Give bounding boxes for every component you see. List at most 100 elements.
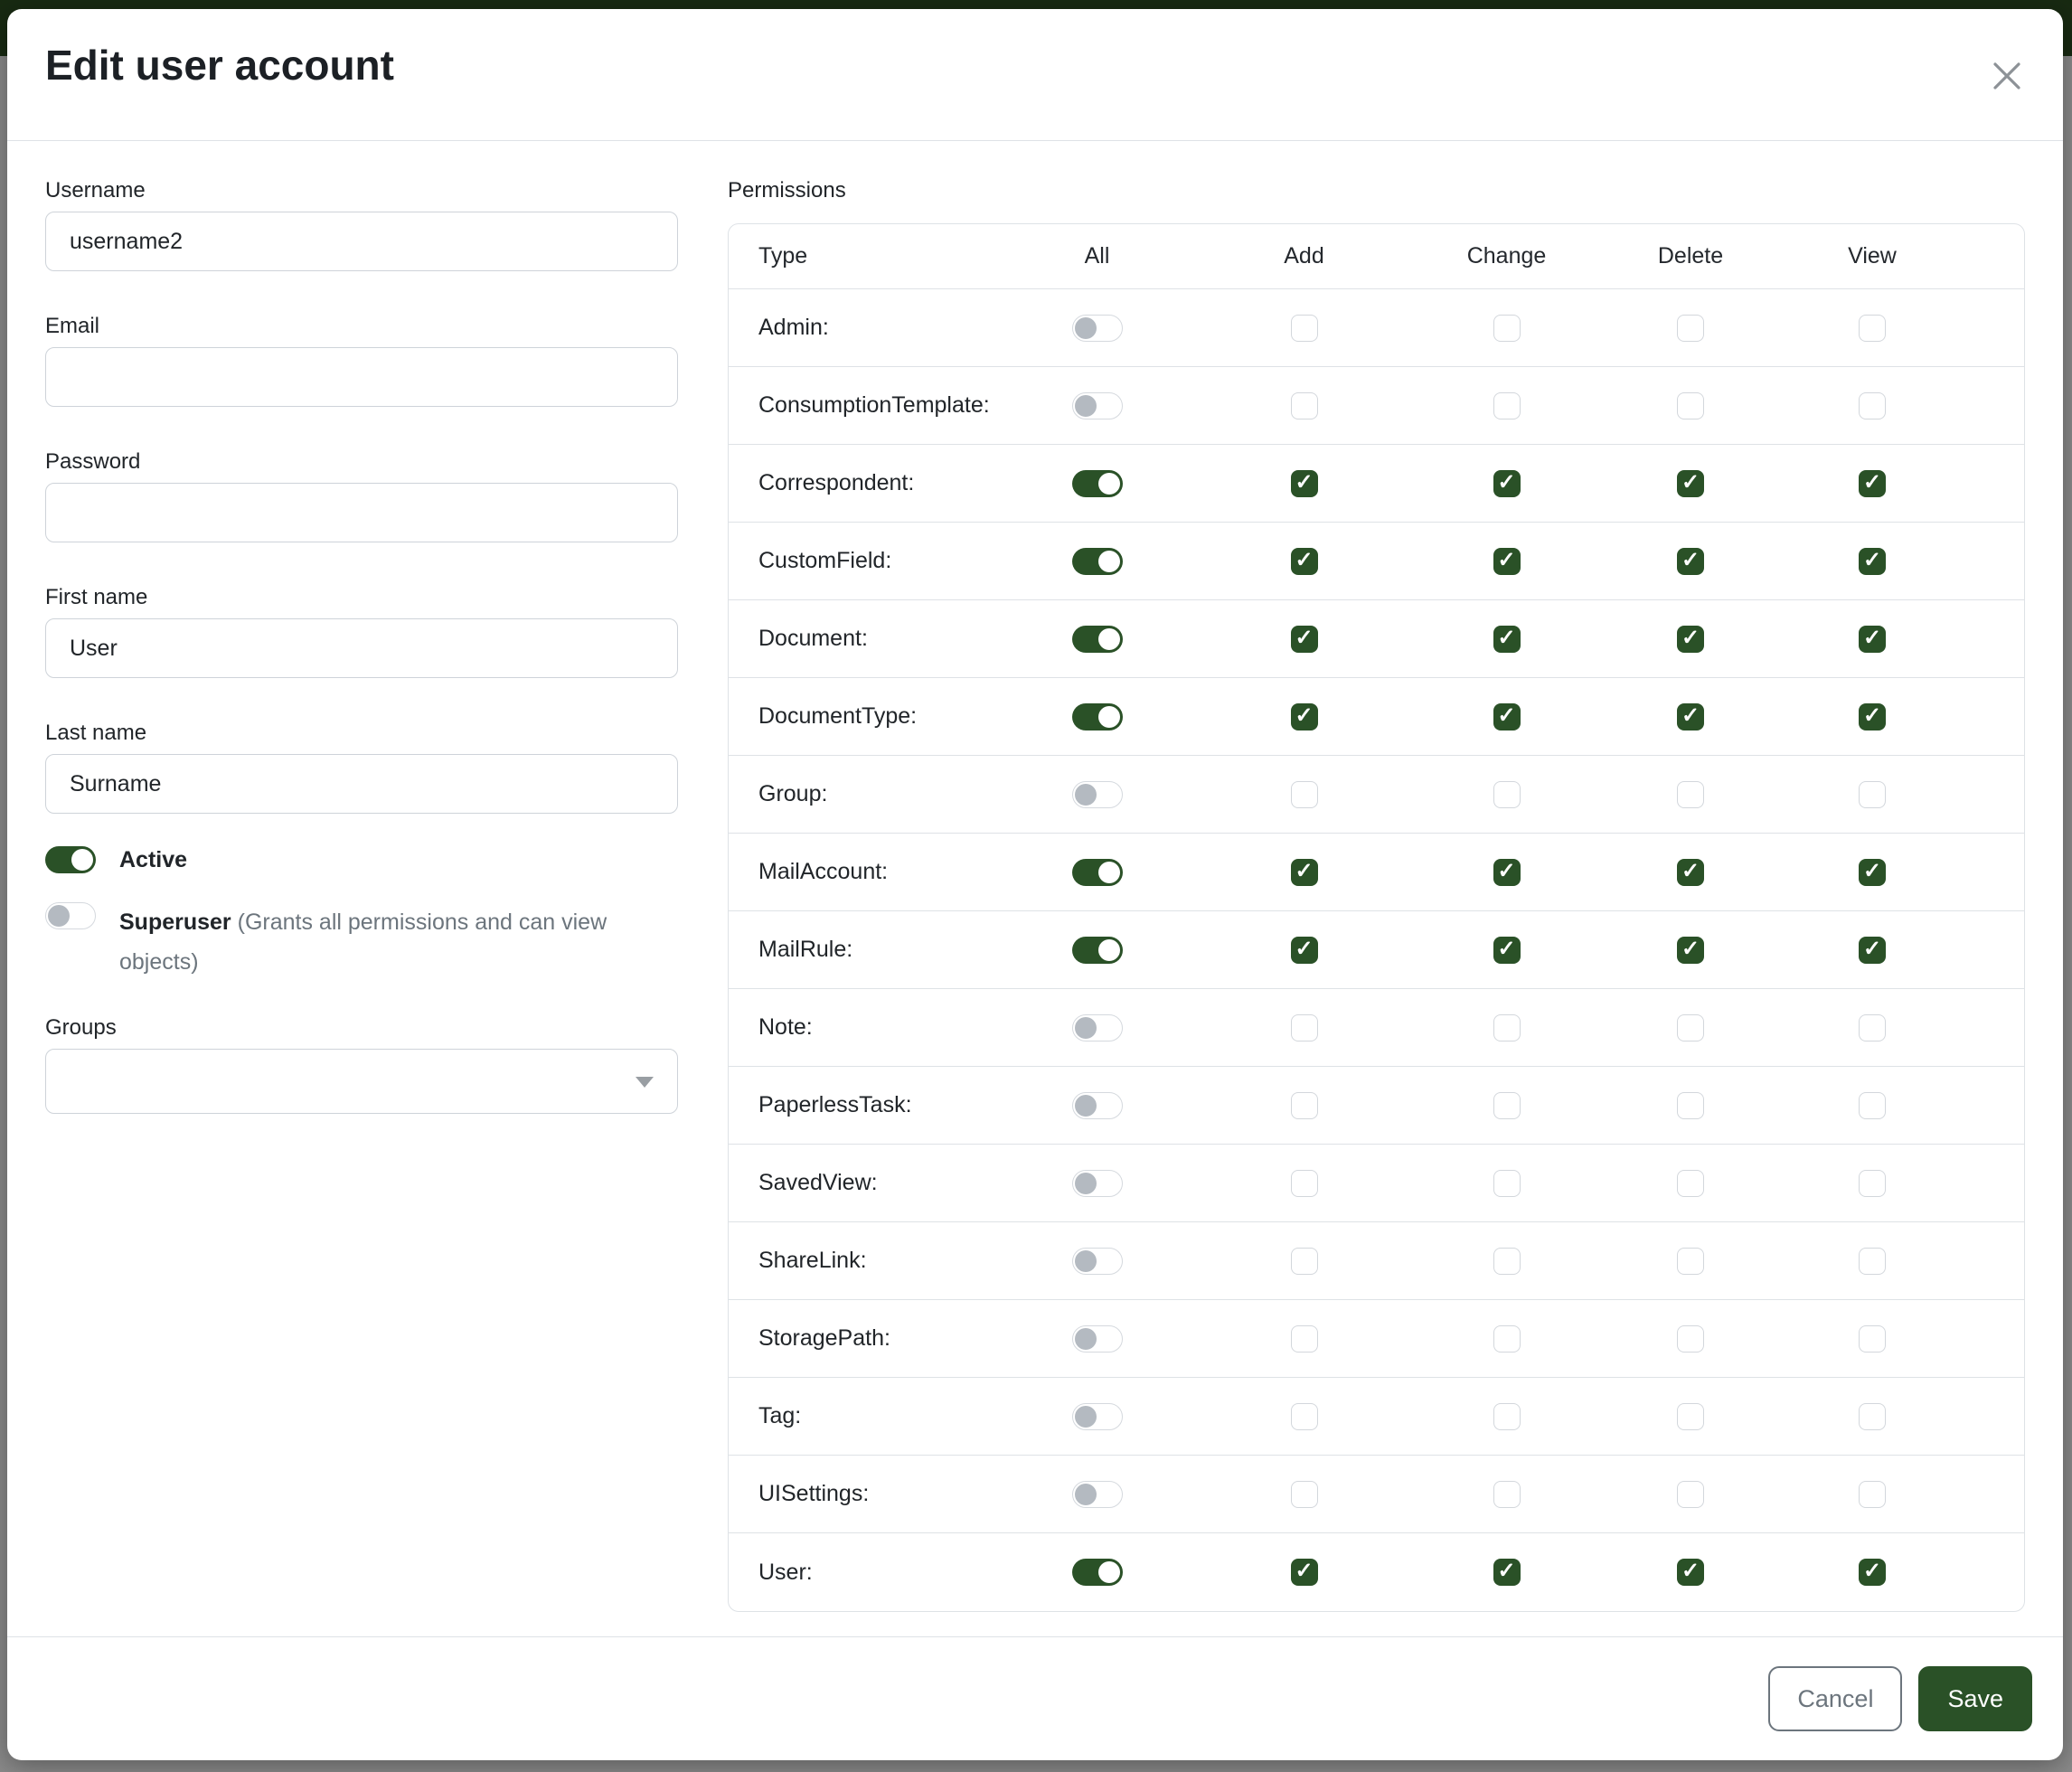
permission-change-checkbox-note[interactable] <box>1493 1013 1521 1042</box>
permission-add-checkbox-storagepath[interactable] <box>1290 1324 1318 1353</box>
username-input[interactable] <box>45 212 678 271</box>
permission-add-checkbox-consumptiontemplate[interactable] <box>1290 391 1318 419</box>
permission-delete-checkbox-paperlesstask[interactable] <box>1677 1091 1704 1119</box>
cancel-button[interactable]: Cancel <box>1768 1666 1903 1731</box>
close-button[interactable] <box>1987 56 2027 96</box>
active-toggle[interactable] <box>45 846 96 873</box>
permission-add-checkbox-documenttype[interactable]: ✓ <box>1290 702 1318 730</box>
permission-view-checkbox-correspondent[interactable]: ✓ <box>1859 469 1886 497</box>
permission-view-checkbox-sharelink[interactable] <box>1859 1247 1886 1275</box>
last-name-input[interactable] <box>45 754 678 814</box>
permission-all-toggle-sharelink[interactable] <box>1071 1247 1123 1275</box>
permission-change-checkbox-savedview[interactable] <box>1493 1169 1521 1197</box>
permission-change-checkbox-consumptiontemplate[interactable] <box>1493 391 1521 419</box>
permission-delete-checkbox-group[interactable] <box>1677 780 1704 808</box>
permission-all-toggle-tag[interactable] <box>1071 1402 1123 1430</box>
permission-view-checkbox-storagepath[interactable] <box>1859 1324 1886 1353</box>
first-name-input[interactable] <box>45 618 678 678</box>
permission-add-checkbox-tag[interactable] <box>1290 1402 1318 1430</box>
permission-change-checkbox-correspondent[interactable]: ✓ <box>1493 469 1521 497</box>
permission-add-checkbox-correspondent[interactable]: ✓ <box>1290 469 1318 497</box>
permission-change-checkbox-documenttype[interactable]: ✓ <box>1493 702 1521 730</box>
permission-all-toggle-user[interactable] <box>1071 1559 1123 1586</box>
permission-view-checkbox-customfield[interactable]: ✓ <box>1859 547 1886 575</box>
permission-change-checkbox-storagepath[interactable] <box>1493 1324 1521 1353</box>
password-input[interactable] <box>45 483 678 542</box>
permission-view-checkbox-note[interactable] <box>1859 1013 1886 1042</box>
permission-change-checkbox-admin[interactable] <box>1493 314 1521 342</box>
permission-delete-checkbox-consumptiontemplate[interactable] <box>1677 391 1704 419</box>
permission-view-checkbox-user[interactable]: ✓ <box>1859 1559 1886 1586</box>
permission-delete-checkbox-documenttype[interactable]: ✓ <box>1677 702 1704 730</box>
permission-delete-checkbox-mailrule[interactable]: ✓ <box>1677 936 1704 964</box>
permission-view-checkbox-mailaccount[interactable]: ✓ <box>1859 858 1886 886</box>
permission-view-checkbox-savedview[interactable] <box>1859 1169 1886 1197</box>
permission-change-checkbox-user[interactable]: ✓ <box>1493 1559 1521 1586</box>
permission-all-toggle-consumptiontemplate[interactable] <box>1071 391 1123 419</box>
groups-select[interactable] <box>45 1049 678 1114</box>
permission-delete-checkbox-correspondent[interactable]: ✓ <box>1677 469 1704 497</box>
permission-add-checkbox-user[interactable]: ✓ <box>1290 1559 1318 1586</box>
permission-add-checkbox-paperlesstask[interactable] <box>1290 1091 1318 1119</box>
permission-view-checkbox-consumptiontemplate[interactable] <box>1859 391 1886 419</box>
permission-view-checkbox-mailrule[interactable]: ✓ <box>1859 936 1886 964</box>
permission-delete-checkbox-savedview[interactable] <box>1677 1169 1704 1197</box>
permission-type-label: MailAccount: <box>758 859 889 884</box>
permission-change-checkbox-tag[interactable] <box>1493 1402 1521 1430</box>
save-button[interactable]: Save <box>1918 1666 2032 1731</box>
permission-delete-checkbox-tag[interactable] <box>1677 1402 1704 1430</box>
permission-all-toggle-paperlesstask[interactable] <box>1071 1091 1123 1119</box>
permission-add-checkbox-group[interactable] <box>1290 780 1318 808</box>
permission-delete-checkbox-user[interactable]: ✓ <box>1677 1559 1704 1586</box>
permission-add-checkbox-mailaccount[interactable]: ✓ <box>1290 858 1318 886</box>
permission-all-toggle-customfield[interactable] <box>1071 547 1123 575</box>
permission-add-checkbox-sharelink[interactable] <box>1290 1247 1318 1275</box>
switch-knob <box>1074 1483 1097 1505</box>
permission-all-toggle-documenttype[interactable] <box>1071 702 1123 730</box>
permission-all-toggle-mailaccount[interactable] <box>1071 858 1123 886</box>
email-input[interactable] <box>45 347 678 407</box>
permission-view-checkbox-documenttype[interactable]: ✓ <box>1859 702 1886 730</box>
permission-change-checkbox-group[interactable] <box>1493 780 1521 808</box>
permission-add-checkbox-customfield[interactable]: ✓ <box>1290 547 1318 575</box>
permission-change-checkbox-paperlesstask[interactable] <box>1493 1091 1521 1119</box>
permission-change-checkbox-uisettings[interactable] <box>1493 1480 1521 1508</box>
permission-all-toggle-note[interactable] <box>1071 1013 1123 1042</box>
switch-knob <box>1074 1172 1097 1194</box>
permission-change-checkbox-mailaccount[interactable]: ✓ <box>1493 858 1521 886</box>
permission-all-toggle-storagepath[interactable] <box>1071 1324 1123 1353</box>
permission-all-toggle-group[interactable] <box>1071 780 1123 808</box>
permission-add-checkbox-document[interactable]: ✓ <box>1290 625 1318 653</box>
permission-change-checkbox-mailrule[interactable]: ✓ <box>1493 936 1521 964</box>
permission-change-checkbox-sharelink[interactable] <box>1493 1247 1521 1275</box>
permission-delete-checkbox-uisettings[interactable] <box>1677 1480 1704 1508</box>
permission-view-checkbox-admin[interactable] <box>1859 314 1886 342</box>
permission-view-checkbox-paperlesstask[interactable] <box>1859 1091 1886 1119</box>
permission-delete-checkbox-mailaccount[interactable]: ✓ <box>1677 858 1704 886</box>
permission-change-checkbox-customfield[interactable]: ✓ <box>1493 547 1521 575</box>
permission-all-toggle-mailrule[interactable] <box>1071 936 1123 964</box>
permission-view-checkbox-uisettings[interactable] <box>1859 1480 1886 1508</box>
permission-all-toggle-correspondent[interactable] <box>1071 469 1123 497</box>
permission-add-checkbox-savedview[interactable] <box>1290 1169 1318 1197</box>
permission-delete-checkbox-customfield[interactable]: ✓ <box>1677 547 1704 575</box>
permission-view-checkbox-tag[interactable] <box>1859 1402 1886 1430</box>
permission-change-checkbox-document[interactable]: ✓ <box>1493 625 1521 653</box>
permission-delete-checkbox-note[interactable] <box>1677 1013 1704 1042</box>
permission-delete-checkbox-document[interactable]: ✓ <box>1677 625 1704 653</box>
permission-all-toggle-savedview[interactable] <box>1071 1169 1123 1197</box>
permission-all-toggle-admin[interactable] <box>1071 314 1123 342</box>
permission-delete-checkbox-admin[interactable] <box>1677 314 1704 342</box>
permission-delete-checkbox-storagepath[interactable] <box>1677 1324 1704 1353</box>
permission-all-toggle-document[interactable] <box>1071 625 1123 653</box>
permission-add-checkbox-note[interactable] <box>1290 1013 1318 1042</box>
permission-view-checkbox-group[interactable] <box>1859 780 1886 808</box>
permission-add-checkbox-admin[interactable] <box>1290 314 1318 342</box>
superuser-toggle[interactable] <box>45 902 96 929</box>
permission-delete-checkbox-sharelink[interactable] <box>1677 1247 1704 1275</box>
permission-view-checkbox-document[interactable]: ✓ <box>1859 625 1886 653</box>
permission-add-checkbox-uisettings[interactable] <box>1290 1480 1318 1508</box>
check-icon: ✓ <box>1295 936 1314 961</box>
permission-all-toggle-uisettings[interactable] <box>1071 1480 1123 1508</box>
permission-add-checkbox-mailrule[interactable]: ✓ <box>1290 936 1318 964</box>
